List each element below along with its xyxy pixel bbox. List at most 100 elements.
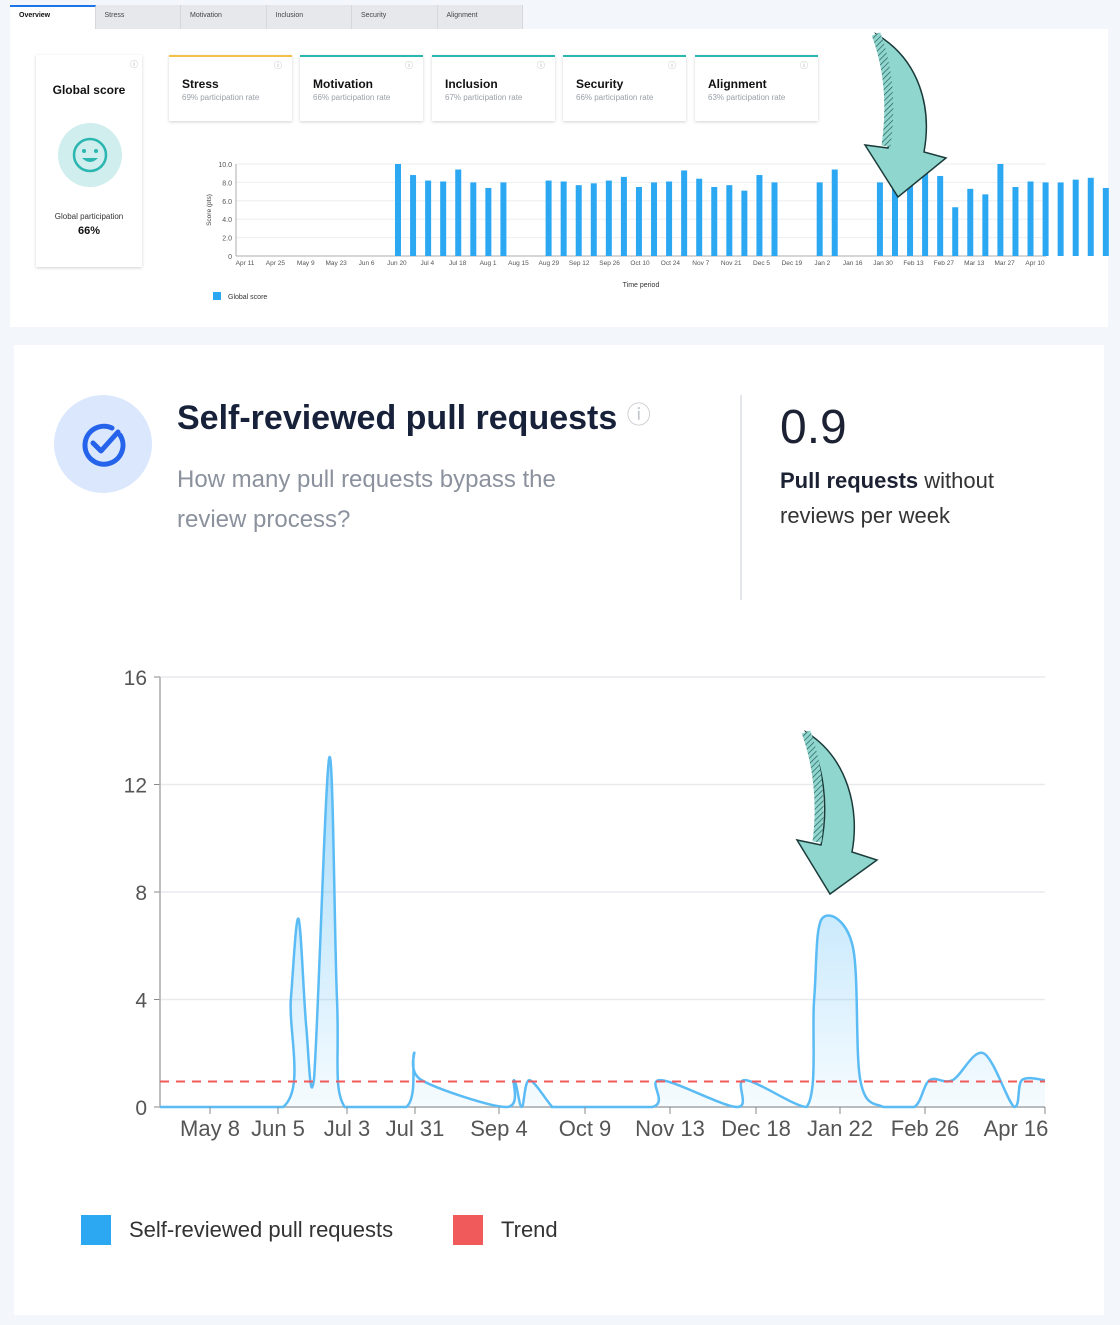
legend-item-pull-requests[interactable]: Self-reviewed pull requests [81, 1215, 393, 1245]
global-participation-label: Global participation [54, 212, 124, 221]
x-tick-label: Aug 29 [539, 260, 560, 267]
metric-value: 0.9 [780, 401, 847, 454]
tab-overview[interactable]: Overview [10, 5, 96, 29]
bar [997, 164, 1004, 256]
info-icon[interactable]: ⓘ [274, 61, 282, 70]
x-tick-label: Nov 21 [721, 260, 742, 267]
inclusion-card[interactable]: ⓘ Inclusion 67% participation rate [432, 55, 555, 121]
tab-inclusion[interactable]: Inclusion [267, 5, 352, 29]
info-icon[interactable]: ⓘ [668, 61, 676, 70]
bar [681, 170, 688, 256]
bar [922, 170, 929, 256]
metric-description: Pull requests without reviews per week [780, 468, 994, 528]
x-tick-label: May 23 [325, 260, 347, 267]
smiley-icon [58, 123, 122, 187]
bar [952, 207, 959, 256]
bar [500, 182, 507, 256]
x-tick-label: Jan 16 [843, 260, 863, 267]
bar [937, 175, 944, 256]
x-axis-label: Time period [623, 282, 660, 289]
x-tick-label: May 9 [297, 260, 315, 267]
bar [651, 182, 658, 256]
bar [771, 182, 778, 256]
bar [395, 164, 401, 256]
tab-motivation[interactable]: Motivation [181, 5, 267, 29]
bar [741, 190, 748, 256]
x-tick-label: Apr 25 [266, 260, 286, 267]
check-circle-icon [54, 395, 152, 493]
bar [560, 181, 567, 256]
bar [470, 182, 477, 256]
bar [1027, 181, 1034, 256]
info-icon[interactable]: ⓘ [405, 61, 413, 70]
card-participation: 66% participation rate [313, 93, 391, 102]
info-icon[interactable]: ⓘ [537, 61, 545, 70]
bar [726, 185, 733, 256]
bar [876, 182, 883, 256]
bar [816, 182, 823, 256]
divider [740, 395, 742, 600]
x-tick-label: Jan 2 [814, 260, 830, 267]
bar [982, 194, 989, 256]
x-tick-label: Jul 18 [449, 260, 467, 267]
legend-label: Self-reviewed pull requests [129, 1217, 394, 1242]
card-participation: 69% participation rate [182, 93, 260, 102]
legend-item-trend[interactable]: Trend [453, 1215, 558, 1245]
card-participation: 67% participation rate [445, 93, 523, 102]
bar [545, 180, 552, 256]
x-tick-label: Aug 15 [508, 260, 529, 267]
x-tick-label: Feb 13 [903, 260, 924, 267]
pull-requests-panel: Self-reviewed pull requests ⓘ How many p… [14, 345, 1104, 1315]
bar [455, 169, 462, 256]
x-tick-label: Dec 19 [782, 260, 803, 267]
legend-label: Global score [228, 294, 267, 301]
info-icon[interactable]: ⓘ [626, 402, 651, 429]
card-title: Alignment [708, 77, 767, 91]
legend-swatch [81, 1215, 111, 1245]
x-tick-label: Jun 6 [359, 260, 375, 267]
bar [967, 188, 974, 256]
tab-security[interactable]: Security [352, 5, 438, 29]
bar [1072, 179, 1079, 256]
tab-alignment[interactable]: Alignment [438, 5, 523, 29]
x-tick-label: Aug 1 [480, 260, 497, 267]
info-icon[interactable]: ⓘ [800, 61, 808, 70]
bar [440, 181, 447, 256]
bar [605, 180, 612, 256]
bar [590, 183, 597, 256]
bar [711, 187, 718, 256]
legend-swatch [213, 292, 221, 300]
bar [1012, 187, 1019, 256]
bar [485, 187, 492, 256]
info-icon[interactable]: ⓘ [130, 60, 138, 69]
x-tick-label: Sep 26 [599, 260, 620, 267]
metric-question: How many pull requests bypass the review… [177, 466, 556, 533]
x-tick-label: Dec 5 [753, 260, 770, 267]
x-tick-label: Jul 4 [420, 260, 434, 267]
security-card[interactable]: ⓘ Security 66% participation rate [563, 55, 686, 121]
card-title: Motivation [313, 77, 373, 91]
tab-stress[interactable]: Stress [96, 5, 181, 29]
bar [1102, 187, 1109, 256]
alignment-card[interactable]: ⓘ Alignment 63% participation rate [695, 55, 818, 121]
bar [907, 181, 914, 256]
bar [410, 175, 417, 256]
bar [425, 180, 432, 256]
card-participation: 66% participation rate [576, 93, 654, 102]
bar [666, 181, 673, 256]
y-tick-label: 10.0 [218, 162, 232, 169]
global-participation-value: 66% [77, 225, 101, 237]
stress-card[interactable]: ⓘ Stress 69% participation rate [169, 55, 292, 121]
card-title: Security [576, 77, 624, 91]
x-tick-label: Sep 12 [569, 260, 590, 267]
y-tick-label: 6.0 [222, 199, 232, 206]
global-score-title: Global score [52, 83, 126, 97]
y-axis-label: Score (pts) [206, 194, 213, 226]
card-title: Inclusion [445, 77, 498, 91]
global-score-card[interactable]: ⓘ Global score Global participation 66% [36, 55, 142, 267]
motivation-card[interactable]: ⓘ Motivation 66% participation rate [300, 55, 423, 121]
bar [756, 175, 763, 256]
bar [891, 181, 898, 256]
y-tick-label: 8.0 [222, 180, 232, 187]
x-tick-label: Oct 10 [630, 260, 650, 267]
